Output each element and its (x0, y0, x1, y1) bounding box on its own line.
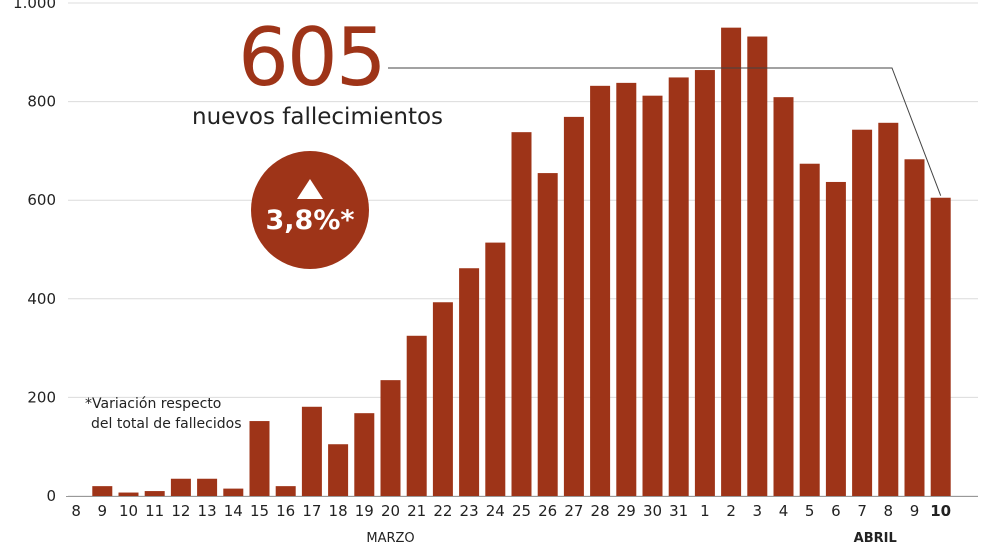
bar (328, 444, 349, 496)
x-tick-label: 1 (700, 502, 710, 520)
x-tick-label: 7 (857, 502, 867, 520)
x-tick-label: 15 (250, 502, 269, 520)
y-tick-label: 800 (27, 93, 56, 111)
bar (485, 242, 506, 496)
bar (511, 132, 532, 496)
bar (406, 335, 427, 496)
x-tick-label: 9 (98, 502, 108, 520)
x-tick-label: 21 (407, 502, 426, 520)
y-tick-label: 600 (27, 191, 56, 209)
bar (249, 421, 270, 496)
x-tick-label: 23 (460, 502, 479, 520)
bar (642, 95, 663, 497)
y-tick-label: 400 (27, 290, 56, 308)
bar (118, 492, 139, 496)
y-tick-label: 0 (46, 487, 56, 505)
bar (825, 181, 846, 497)
x-tick-label: 3 (753, 502, 763, 520)
headline-value: 605 (238, 11, 387, 104)
bar (563, 116, 584, 497)
y-tick-label: 200 (27, 388, 56, 406)
x-tick-label: 8 (884, 502, 894, 520)
x-tick-label: 8 (71, 502, 81, 520)
x-tick-label: 18 (329, 502, 348, 520)
y-tick-label: 1.000 (13, 0, 56, 12)
x-tick-label: 2 (726, 502, 736, 520)
bar (432, 302, 453, 496)
footnote: *Variación respecto del total de falleci… (85, 394, 242, 434)
bar (721, 27, 742, 497)
x-tick-label: 17 (302, 502, 321, 520)
bar (930, 197, 951, 497)
bar (380, 380, 401, 496)
bar (878, 122, 899, 496)
bar (275, 486, 296, 496)
bar (668, 77, 689, 497)
x-tick-label: 24 (486, 502, 505, 520)
x-tick-label: 29 (617, 502, 636, 520)
x-tick-label: 31 (669, 502, 688, 520)
bar (223, 488, 244, 496)
x-tick-label: 30 (643, 502, 662, 520)
bar (537, 173, 558, 496)
x-tick-label: 13 (198, 502, 217, 520)
footnote-line-1: *Variación respecto (85, 396, 222, 412)
bar (799, 163, 820, 496)
x-tick-label: 10 (930, 502, 951, 520)
bar (354, 413, 375, 496)
bar (694, 70, 715, 496)
pointer-line (388, 67, 942, 196)
x-tick-label: 9 (910, 502, 920, 520)
bar (301, 406, 322, 496)
x-tick-label: 14 (224, 502, 243, 520)
x-tick-label: 6 (831, 502, 841, 520)
x-tick-label: 27 (564, 502, 583, 520)
variation-value: 3,8%* (265, 204, 355, 236)
x-tick-label: 26 (538, 502, 557, 520)
bar (170, 478, 191, 496)
bar (616, 82, 637, 496)
triangle-up-icon (297, 178, 323, 199)
x-tick-label: 19 (355, 502, 374, 520)
month-label: ABRIL (854, 531, 897, 546)
bar (904, 159, 925, 496)
x-tick-label: 12 (171, 502, 190, 520)
bar (459, 268, 480, 496)
x-tick-label: 20 (381, 502, 400, 520)
footnote-line-2: del total de fallecidos (91, 416, 242, 432)
headline-label: nuevos fallecimientos (192, 104, 444, 130)
x-tick-label: 11 (145, 502, 164, 520)
bar (590, 85, 611, 496)
x-tick-label: 16 (276, 502, 295, 520)
month-label: MARZO (366, 531, 414, 546)
bar (92, 486, 113, 496)
variation-badge: 3,8%* (251, 151, 369, 269)
bar (852, 129, 873, 497)
bar (197, 478, 218, 496)
bar (747, 36, 768, 497)
bar (144, 491, 165, 496)
x-tick-label: 22 (433, 502, 452, 520)
x-tick-label: 28 (591, 502, 610, 520)
bar (773, 97, 794, 497)
x-tick-label: 4 (779, 502, 789, 520)
x-tick-label: 25 (512, 502, 531, 520)
x-tick-label: 5 (805, 502, 815, 520)
x-tick-label: 10 (119, 502, 138, 520)
